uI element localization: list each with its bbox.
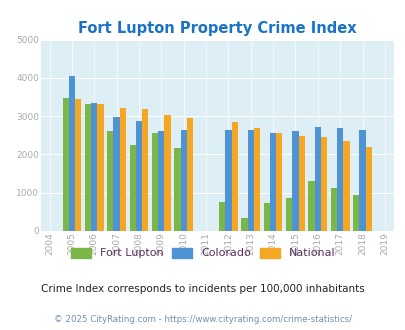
Bar — [180, 130, 186, 231]
Bar — [247, 130, 253, 231]
Bar — [330, 188, 336, 231]
Bar — [263, 203, 269, 231]
Bar — [75, 99, 81, 231]
Bar — [365, 147, 371, 231]
Bar — [225, 130, 231, 231]
Bar — [241, 217, 247, 231]
Bar — [129, 145, 136, 231]
Text: © 2025 CityRating.com - https://www.cityrating.com/crime-statistics/: © 2025 CityRating.com - https://www.city… — [54, 315, 351, 324]
Bar — [352, 195, 358, 231]
Bar — [91, 103, 97, 231]
Title: Fort Lupton Property Crime Index: Fort Lupton Property Crime Index — [78, 21, 356, 36]
Bar — [113, 116, 119, 231]
Bar — [269, 133, 275, 231]
Bar — [119, 108, 126, 231]
Bar — [158, 131, 164, 231]
Bar — [142, 109, 148, 231]
Bar — [85, 104, 91, 231]
Bar — [174, 148, 180, 231]
Bar — [275, 133, 282, 231]
Bar — [343, 141, 349, 231]
Bar — [151, 133, 158, 231]
Bar — [231, 121, 237, 231]
Bar — [107, 131, 113, 231]
Bar — [286, 198, 292, 231]
Bar — [292, 131, 298, 231]
Bar — [253, 128, 260, 231]
Bar — [164, 115, 170, 231]
Bar — [62, 98, 68, 231]
Bar — [136, 121, 142, 231]
Bar — [358, 130, 365, 231]
Bar — [308, 181, 314, 231]
Legend: Fort Lupton, Colorado, National: Fort Lupton, Colorado, National — [66, 243, 339, 263]
Bar — [320, 137, 326, 231]
Bar — [68, 76, 75, 231]
Bar — [314, 127, 320, 231]
Bar — [218, 202, 225, 231]
Bar — [186, 118, 193, 231]
Bar — [298, 136, 304, 231]
Text: Crime Index corresponds to incidents per 100,000 inhabitants: Crime Index corresponds to incidents per… — [41, 284, 364, 294]
Bar — [97, 104, 103, 231]
Bar — [336, 128, 343, 231]
